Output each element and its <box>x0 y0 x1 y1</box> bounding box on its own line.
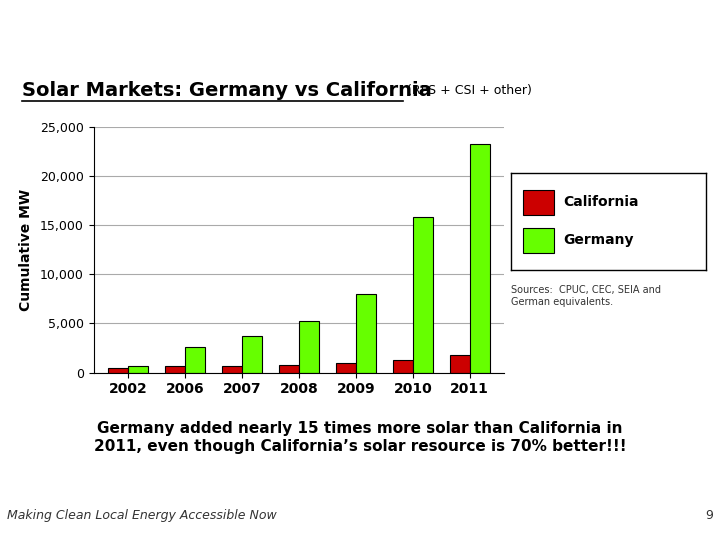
Text: California: California <box>564 195 639 210</box>
Text: Germany added nearly 15 times more solar than California in
2011, even though Ca: Germany added nearly 15 times more solar… <box>94 421 626 454</box>
Bar <box>222 366 242 373</box>
Bar <box>185 347 204 373</box>
Bar <box>336 363 356 373</box>
Text: 9: 9 <box>705 509 713 522</box>
Bar <box>469 144 490 373</box>
Text: Solar Markets: Germany vs California: Solar Markets: Germany vs California <box>22 80 431 99</box>
Bar <box>356 294 376 373</box>
Bar <box>299 321 319 373</box>
Bar <box>128 366 148 373</box>
Bar <box>242 336 262 373</box>
Bar <box>393 360 413 373</box>
Bar <box>450 355 469 373</box>
Bar <box>523 228 554 253</box>
Bar <box>413 217 433 373</box>
Text: (RPS + CSI + other): (RPS + CSI + other) <box>407 84 531 97</box>
Text: Germany: Germany <box>564 233 634 247</box>
Bar <box>165 366 185 373</box>
Bar <box>279 364 299 373</box>
Bar <box>108 368 128 373</box>
Text: Making Clean Local Energy Accessible Now: Making Clean Local Energy Accessible Now <box>7 509 277 522</box>
Bar <box>523 190 554 214</box>
Text: Sources:  CPUC, CEC, SEIA and
German equivalents.: Sources: CPUC, CEC, SEIA and German equi… <box>511 285 661 307</box>
Y-axis label: Cumulative MW: Cumulative MW <box>19 188 33 311</box>
Text: CLEAN Programs Deliver Cost-Effective Scale: CLEAN Programs Deliver Cost-Effective Sc… <box>9 21 539 41</box>
